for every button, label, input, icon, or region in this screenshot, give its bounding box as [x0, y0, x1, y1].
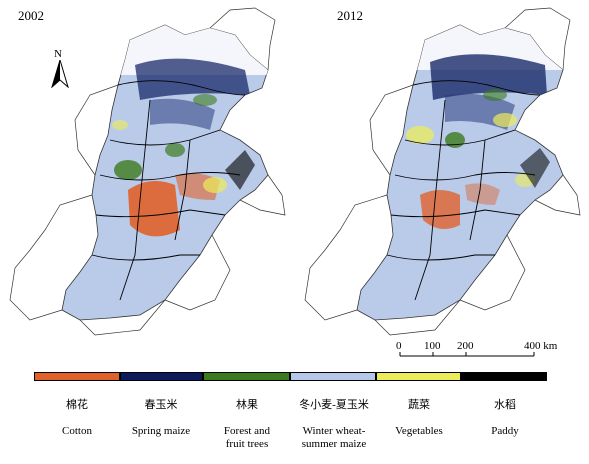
scale-tick-100: 100: [424, 340, 441, 352]
legend-label-spring-maize: 春玉米 Spring maize: [115, 386, 207, 451]
map-2002: [9, 7, 286, 336]
map-2012: [304, 7, 581, 336]
legend-swatch-cotton: [34, 372, 120, 381]
legend-label-winter-wheat-zh: 冬小麦-夏玉米: [299, 399, 369, 411]
crop-patches-2002: [110, 25, 268, 237]
scale-tick-0: 0: [396, 340, 402, 352]
legend-label-vegetables-en: Vegetables: [395, 425, 443, 437]
legend-label-winter-wheat: 冬小麦-夏玉米 Winter wheat- summer maize: [284, 386, 384, 464]
scale-bar-graphic: [399, 352, 535, 357]
legend-label-spring-maize-en: Spring maize: [131, 425, 191, 437]
legend-label-forest-zh: 林果: [236, 399, 258, 411]
legend-label-winter-wheat-en: Winter wheat- summer maize: [301, 425, 367, 450]
legend-swatch-forest: [203, 372, 290, 381]
legend-swatch-spring-maize: [120, 372, 203, 381]
legend-label-cotton-en: Cotton: [62, 425, 92, 437]
legend-label-paddy-en: Paddy: [491, 425, 519, 437]
north-arrow-icon: [51, 60, 69, 88]
legend-swatch-paddy: [461, 372, 547, 381]
surrounding-outlines-2012: [304, 7, 581, 336]
legend-swatch-vegetables: [376, 372, 461, 381]
scale-bar: 0 100 200 400 km: [396, 340, 576, 364]
legend-swatch-winter-wheat: [290, 372, 376, 381]
legend-label-paddy-zh: 水稻: [494, 399, 516, 411]
scale-tick-200: 200: [457, 340, 474, 352]
legend-label-spring-maize-zh: 春玉米: [144, 399, 178, 411]
legend-label-cotton: 棉花 Cotton: [40, 386, 114, 451]
north-arrow-label: N: [54, 48, 62, 60]
scale-tick-400: 400 km: [524, 340, 558, 352]
north-arrow: N: [48, 48, 72, 90]
province-boundaries-2012: [386, 80, 541, 301]
legend-label-forest-en: Forest and fruit trees: [223, 425, 271, 450]
year-label-2002: 2002: [18, 8, 44, 23]
province-boundaries-2002: [91, 80, 246, 301]
legend-label-vegetables: 蔬菜 Vegetables: [378, 386, 460, 451]
legend-label-forest: 林果 Forest and fruit trees: [205, 386, 289, 464]
year-label-2012: 2012: [337, 8, 363, 23]
legend-label-vegetables-zh: 蔬菜: [408, 399, 430, 411]
legend-label-cotton-zh: 棉花: [66, 399, 88, 411]
legend-label-paddy: 水稻 Paddy: [465, 386, 545, 451]
surrounding-outlines-2002: [9, 7, 286, 336]
